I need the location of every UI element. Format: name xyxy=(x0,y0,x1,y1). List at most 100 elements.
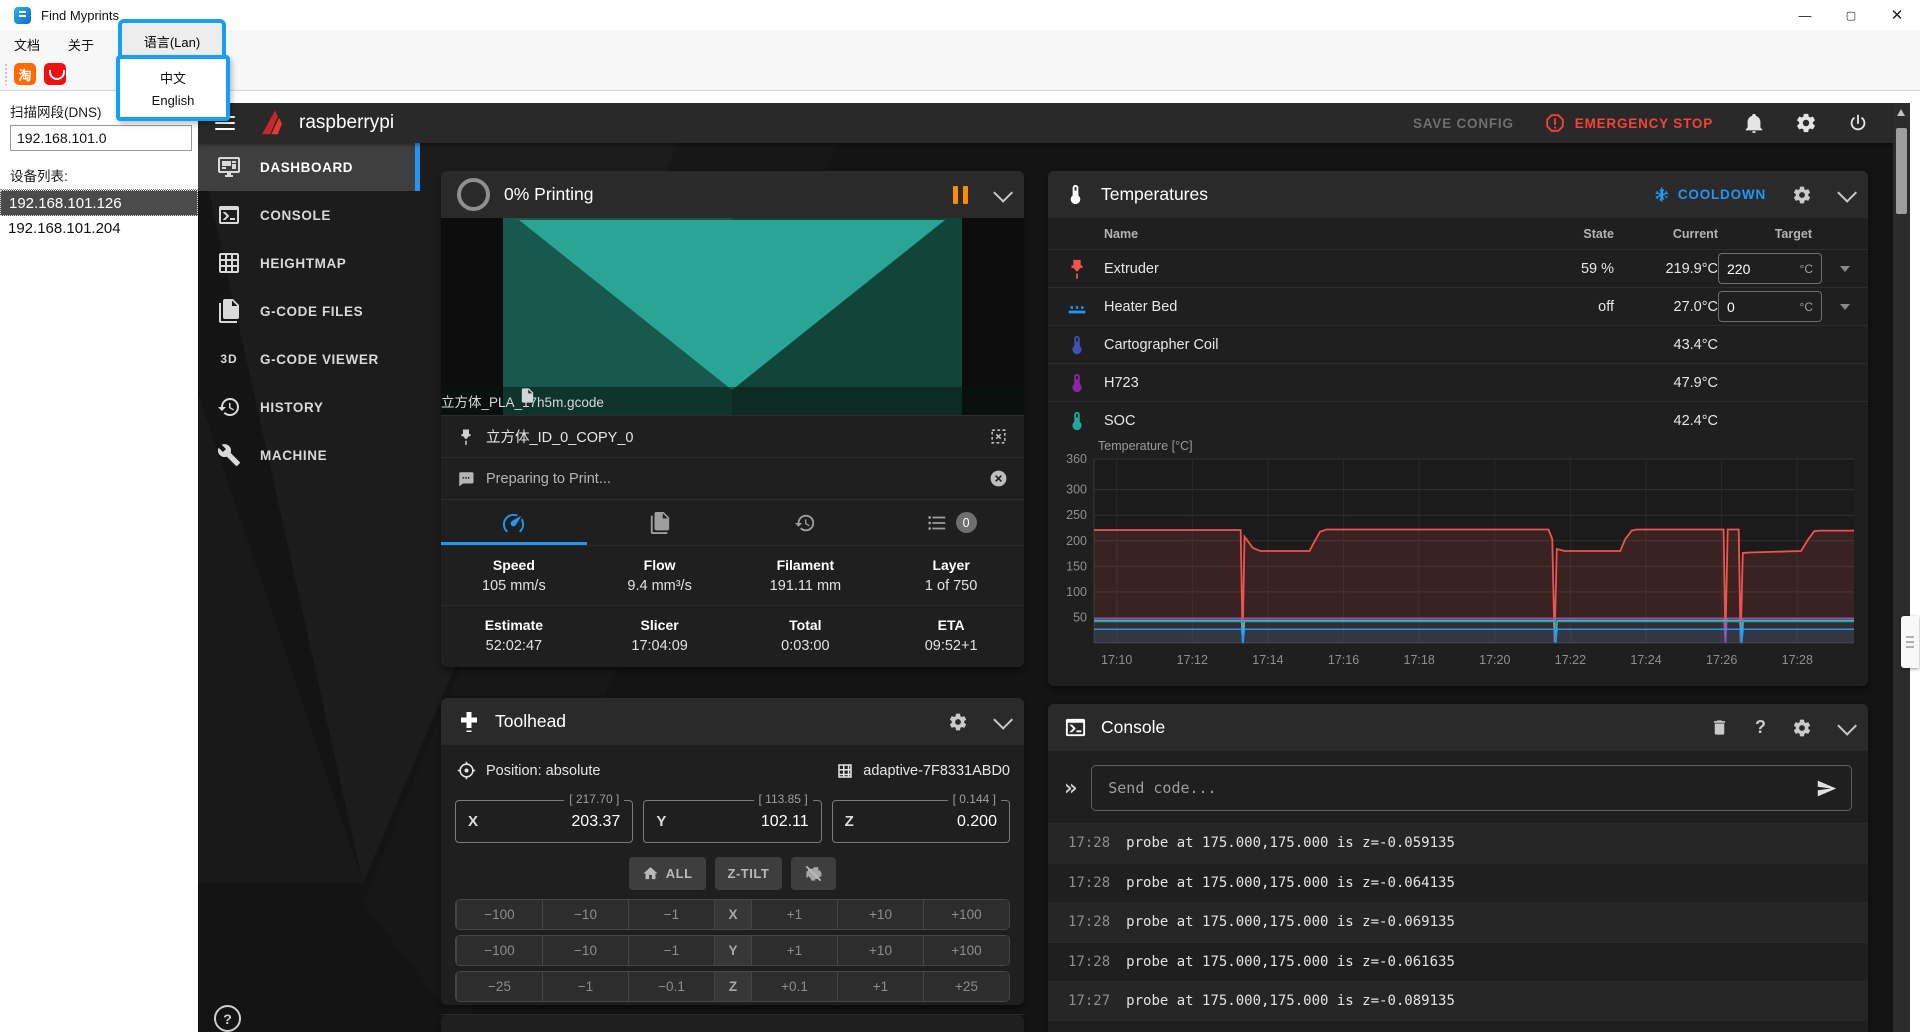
console-collapse-icon[interactable] xyxy=(1837,715,1857,735)
tab-objects[interactable]: 0 xyxy=(878,500,1024,545)
svg-text:360: 360 xyxy=(1066,452,1087,466)
pause-button[interactable] xyxy=(953,186,968,204)
lang-option-english[interactable]: English xyxy=(120,90,226,111)
heightmap-grid-icon xyxy=(217,251,241,275)
bed-target-input[interactable]: 0 °C xyxy=(1718,291,1822,322)
jog-button[interactable]: −1 xyxy=(628,936,714,965)
dns-input[interactable] xyxy=(10,125,192,151)
jog-button[interactable]: −10 xyxy=(542,936,628,965)
send-icon[interactable] xyxy=(1816,778,1837,799)
clear-console-trash-icon[interactable] xyxy=(1710,718,1729,737)
console-settings-icon[interactable] xyxy=(1792,718,1812,738)
stat-label: Layer xyxy=(932,557,969,573)
h723-thermometer-icon xyxy=(1066,372,1088,394)
console-log-row: 17:27 probe at 175.000,175.000 is z=-0.0… xyxy=(1048,981,1868,1021)
sidebar-item-console[interactable]: CONSOLE xyxy=(198,191,420,239)
jog-button[interactable]: −100 xyxy=(456,936,542,965)
menu-language[interactable]: 语言(Lan) xyxy=(144,32,200,51)
menu-about[interactable]: 关于 xyxy=(54,31,108,58)
temps-settings-icon[interactable] xyxy=(1792,185,1812,205)
z-tilt-button[interactable]: Z-TILT xyxy=(715,857,783,890)
extruder-target-caret[interactable] xyxy=(1840,266,1850,272)
axis-position-box[interactable]: [ 217.70 ] X 203.37 xyxy=(455,800,633,843)
exclude-object-icon[interactable] xyxy=(989,427,1008,446)
dismiss-message-icon[interactable] xyxy=(989,469,1008,488)
stat-cell: Filament 191.11 mm xyxy=(733,546,879,605)
settings-gear-icon[interactable] xyxy=(1795,112,1817,134)
home-all-button[interactable]: ALL xyxy=(629,857,706,890)
jog-button[interactable]: Y xyxy=(714,936,751,965)
sidebar-item-gcode-viewer[interactable]: 3D G-CODE VIEWER xyxy=(198,335,420,383)
lang-option-chinese[interactable]: 中文 xyxy=(120,65,226,90)
extruder-target-input[interactable]: 220 °C xyxy=(1718,253,1822,284)
device-list-item[interactable]: 192.168.101.126 xyxy=(0,190,198,216)
tab-speed[interactable] xyxy=(441,500,587,545)
jog-button[interactable]: −10 xyxy=(542,900,628,929)
sidebar-item-gcode-files[interactable]: G-CODE FILES xyxy=(198,287,420,335)
tab-files[interactable] xyxy=(587,500,733,545)
help-icon[interactable]: ? xyxy=(214,1005,241,1032)
jog-button[interactable]: −1 xyxy=(542,972,628,1001)
menu-document[interactable]: 文档 xyxy=(0,31,54,58)
console-icon xyxy=(217,203,241,227)
taobao-icon[interactable]: 淘 xyxy=(14,63,36,85)
jog-button[interactable]: +10 xyxy=(837,900,923,929)
sidebar-item-history[interactable]: HISTORY xyxy=(198,383,420,431)
jog-button[interactable]: −1 xyxy=(628,900,714,929)
axis-position-box[interactable]: [ 0.144 ] Z 0.200 xyxy=(832,800,1010,843)
cooldown-button[interactable]: COOLDOWN xyxy=(1653,186,1766,203)
toolhead-settings-icon[interactable] xyxy=(948,712,968,732)
jog-button[interactable]: +0.1 xyxy=(751,972,837,1001)
collapse-chevron-icon[interactable] xyxy=(993,182,1013,202)
power-icon[interactable] xyxy=(1847,112,1869,134)
axis-value: 102.11 xyxy=(761,813,809,831)
jog-button[interactable]: +1 xyxy=(751,936,837,965)
jog-button[interactable]: +25 xyxy=(923,972,1009,1001)
print-preview-image: 立方体_PLA_17h5m.gcode xyxy=(441,218,1024,415)
browser-side-tab[interactable] xyxy=(1901,616,1919,668)
jog-button[interactable]: +1 xyxy=(837,972,923,1001)
temps-collapse-icon[interactable] xyxy=(1837,182,1857,202)
print-file-row[interactable]: 立方体_PLA_17h5m.gcode xyxy=(441,387,1024,415)
sidebar-item-dashboard[interactable]: DASHBOARD xyxy=(198,143,420,191)
tab-time[interactable] xyxy=(733,500,879,545)
command-chevrons-icon[interactable]: » xyxy=(1064,776,1077,801)
window-title: Find Myprints xyxy=(41,8,119,23)
snowflake-icon xyxy=(1653,186,1670,203)
jog-button[interactable]: Z xyxy=(714,972,751,1001)
jog-button[interactable]: +100 xyxy=(923,900,1009,929)
shop-icon[interactable] xyxy=(44,63,66,85)
scrollbar-up-arrow[interactable] xyxy=(1897,109,1905,116)
jog-button[interactable]: +100 xyxy=(923,936,1009,965)
jog-button[interactable]: +10 xyxy=(837,936,923,965)
notifications-bell-icon[interactable] xyxy=(1743,112,1765,134)
sidebar-item-machine[interactable]: MACHINE xyxy=(198,431,420,479)
mesh-profile-name[interactable]: adaptive-7F8331ABD0 xyxy=(863,763,1010,779)
jog-button[interactable]: −0.1 xyxy=(628,972,714,1001)
jog-button[interactable]: +1 xyxy=(751,900,837,929)
stat-cell: Speed 105 mm/s xyxy=(441,546,587,605)
maximize-button[interactable]: ▢ xyxy=(1828,0,1874,30)
close-button[interactable]: ✕ xyxy=(1874,0,1920,30)
scrollbar-thumb[interactable] xyxy=(1896,128,1907,214)
sidebar-item-heightmap[interactable]: HEIGHTMAP xyxy=(198,239,420,287)
axis-position-box[interactable]: [ 113.85 ] Y 102.11 xyxy=(643,800,821,843)
save-config-button[interactable]: SAVE CONFIG xyxy=(1413,116,1514,131)
console-input[interactable] xyxy=(1106,778,1806,798)
minimize-button[interactable]: — xyxy=(1782,0,1828,30)
svg-text:Temperature [°C]: Temperature [°C] xyxy=(1098,439,1193,453)
webview-scrollbar[interactable] xyxy=(1893,103,1910,1032)
motors-off-button[interactable] xyxy=(791,857,836,890)
jog-button[interactable]: −100 xyxy=(456,900,542,929)
jog-button[interactable]: X xyxy=(714,900,751,929)
toolhead-collapse-icon[interactable] xyxy=(993,709,1013,729)
device-list-item[interactable]: 192.168.101.204 xyxy=(0,216,198,240)
jog-button[interactable]: −25 xyxy=(456,972,542,1001)
console-help-icon[interactable]: ? xyxy=(1755,717,1766,738)
svg-text:50: 50 xyxy=(1073,610,1087,624)
emergency-stop-button[interactable]: EMERGENCY STOP xyxy=(1544,112,1713,134)
position-mode: Position: absolute xyxy=(486,763,600,779)
svg-text:300: 300 xyxy=(1066,483,1087,497)
app-icon xyxy=(14,7,31,24)
bed-target-caret[interactable] xyxy=(1840,304,1850,310)
